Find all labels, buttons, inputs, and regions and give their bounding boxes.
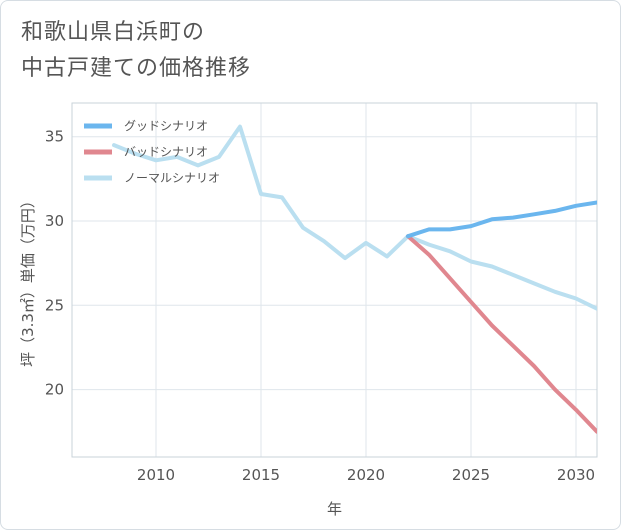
- series-line-2: [112, 124, 597, 311]
- grid: [72, 103, 597, 457]
- x-tick-label: 2015: [242, 466, 280, 484]
- chart-title-line-1: 和歌山県白浜町の: [21, 20, 206, 45]
- series-line-0: [406, 200, 597, 239]
- series-line-1: [406, 234, 597, 434]
- legend-label-0: グッドシナリオ: [124, 119, 208, 133]
- legend-label-1: バッドシナリオ: [124, 145, 208, 159]
- y-tick-label: 30: [45, 212, 64, 230]
- y-axis-ticks: 20 25 30 35: [45, 128, 64, 399]
- x-tick-label: 2030: [557, 466, 595, 484]
- plot-area: [71, 102, 598, 458]
- x-axis-ticks: 2010 2015 2020 2025 2030: [137, 466, 595, 484]
- x-axis-label: 年: [327, 500, 342, 518]
- series-group: [112, 124, 597, 434]
- x-tick-label: 2010: [137, 466, 175, 484]
- chart-title-line-2: 中古戸建ての価格推移: [21, 56, 252, 81]
- y-tick-label: 20: [45, 381, 64, 399]
- legend-label-2: ノーマルシナリオ: [124, 171, 220, 185]
- x-tick-label: 2020: [347, 466, 385, 484]
- y-axis-label: 坪（3.3㎡）単価（万円）: [19, 193, 37, 367]
- chart-title: 和歌山県白浜町の 中古戸建ての価格推移: [21, 15, 251, 87]
- x-tick-label: 2025: [452, 466, 490, 484]
- y-tick-label: 35: [45, 128, 64, 146]
- y-tick-label: 25: [45, 296, 64, 314]
